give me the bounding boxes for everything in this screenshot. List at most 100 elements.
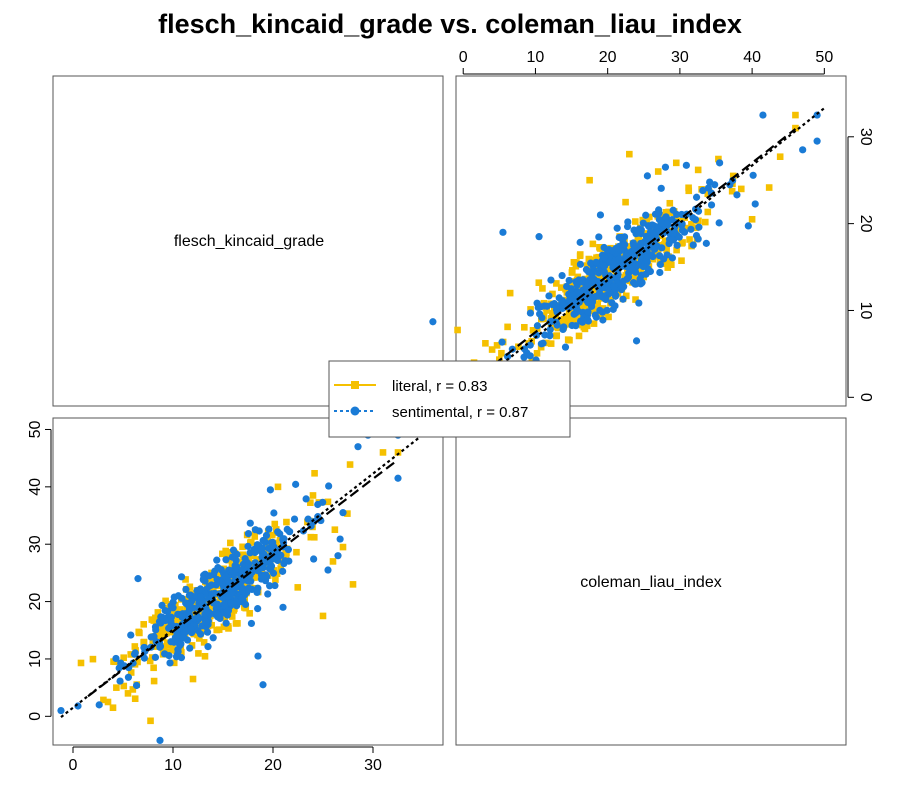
upper-point-sentimental — [699, 186, 707, 195]
upper-point-literal — [535, 279, 543, 286]
lower-point-sentimental — [238, 587, 246, 595]
upper-point-sentimental — [553, 321, 561, 329]
upper-point-sentimental — [547, 276, 555, 284]
upper-point-sentimental — [567, 285, 575, 293]
upper-point-sentimental — [648, 221, 656, 229]
lower-point-literal — [251, 533, 259, 540]
upper-point-literal — [776, 153, 784, 160]
upper-point-sentimental — [657, 219, 666, 227]
upper-point-sentimental — [642, 211, 650, 219]
upper-point-literal — [572, 262, 580, 270]
upper-point-literal — [576, 252, 584, 260]
lower-point-sentimental — [241, 555, 249, 563]
upper-point-literal — [654, 168, 662, 175]
lower-x-tick-label: 30 — [364, 757, 382, 774]
lower-point-sentimental — [129, 659, 137, 667]
lower-point-literal — [146, 657, 154, 665]
upper-point-sentimental — [600, 254, 609, 262]
lower-point-literal — [189, 675, 197, 683]
lower-point-sentimental — [140, 654, 148, 662]
lower-point-sentimental — [152, 626, 160, 634]
upper-point-sentimental — [660, 255, 668, 263]
upper-point-sentimental — [611, 292, 620, 300]
upper-point-literal — [622, 292, 630, 300]
lower-fit-line-literal — [87, 458, 399, 698]
upper-point-sentimental — [623, 222, 632, 231]
upper-point-literal — [688, 220, 695, 228]
upper-point-sentimental — [675, 233, 683, 241]
panel-bottom-right-frame — [455, 417, 847, 746]
upper-point-literal — [595, 311, 603, 319]
lower-point-sentimental — [182, 585, 190, 593]
lower-point-sentimental — [354, 443, 362, 451]
lower-point-sentimental — [147, 633, 155, 641]
lower-point-literal — [89, 655, 97, 663]
lower-point-sentimental — [259, 681, 267, 689]
lower-point-literal — [129, 686, 137, 693]
upper-point-literal — [557, 284, 565, 291]
upper-point-literal — [547, 340, 555, 347]
upper-point-literal — [632, 296, 639, 303]
lower-point-sentimental — [258, 545, 266, 554]
upper-point-literal — [575, 332, 583, 340]
lower-point-sentimental — [204, 643, 212, 651]
lower-point-literal — [120, 682, 128, 690]
lower-point-literal — [201, 652, 209, 660]
lower-point-literal — [195, 650, 202, 657]
lower-point-sentimental — [302, 495, 310, 503]
upper-point-sentimental — [695, 223, 703, 231]
lower-point-sentimental — [267, 562, 276, 570]
upper-point-literal — [672, 159, 680, 167]
upper-points-layer — [429, 111, 821, 412]
upper-point-sentimental — [639, 219, 647, 227]
lower-fit-line-sentimental — [60, 422, 439, 718]
upper-y-tick-label: 20 — [857, 215, 874, 233]
upper-point-sentimental — [498, 338, 506, 346]
lower-point-literal — [127, 669, 135, 676]
lower-point-sentimental — [224, 577, 233, 585]
lower-point-sentimental — [237, 578, 245, 586]
upper-point-sentimental — [589, 274, 597, 282]
panel-top-left-frame — [52, 75, 444, 407]
lower-point-sentimental — [158, 601, 166, 610]
upper-point-sentimental — [568, 321, 576, 330]
upper-point-sentimental — [547, 317, 555, 325]
lower-y-tick-label: 50 — [27, 420, 44, 438]
upper-point-sentimental — [707, 201, 716, 209]
lower-point-sentimental — [277, 551, 285, 559]
upper-point-literal — [590, 307, 597, 315]
lower-x-tick-label: 20 — [264, 757, 282, 774]
lower-point-literal — [208, 621, 215, 629]
lower-point-sentimental — [290, 515, 299, 523]
lower-point-sentimental — [229, 546, 238, 554]
lower-x-tick-label: 10 — [164, 757, 182, 774]
lower-point-sentimental — [334, 552, 342, 560]
upper-point-sentimental — [669, 229, 677, 237]
lower-point-literal — [394, 449, 402, 456]
lower-point-literal — [230, 607, 238, 614]
lower-point-sentimental — [209, 634, 217, 642]
upper-point-literal — [694, 166, 702, 174]
upper-point-sentimental — [558, 298, 566, 306]
upper-point-literal — [646, 213, 653, 221]
upper-point-literal — [635, 233, 643, 241]
lower-y-tick-label: 30 — [27, 535, 44, 553]
upper-point-sentimental — [630, 241, 638, 250]
lower-scatter-panel: 0 10 20 30 0 10 20 30 40 50 — [27, 420, 439, 774]
lower-y-tick-label: 40 — [27, 478, 44, 496]
upper-point-sentimental — [622, 252, 630, 260]
lower-points-layer — [57, 431, 402, 745]
lower-point-sentimental — [173, 650, 181, 659]
lower-point-sentimental — [95, 701, 103, 709]
lower-point-literal — [274, 483, 282, 491]
lower-point-sentimental — [245, 560, 253, 568]
upper-point-literal — [498, 349, 505, 357]
lower-x-axis: 0 10 20 30 — [69, 746, 382, 774]
upper-point-sentimental — [617, 246, 625, 255]
upper-x-tick-label: 20 — [599, 49, 617, 66]
upper-point-literal — [593, 254, 600, 261]
lower-point-literal — [150, 677, 158, 685]
upper-point-sentimental — [584, 308, 592, 316]
lower-point-sentimental — [202, 618, 210, 626]
upper-point-literal — [454, 326, 461, 334]
